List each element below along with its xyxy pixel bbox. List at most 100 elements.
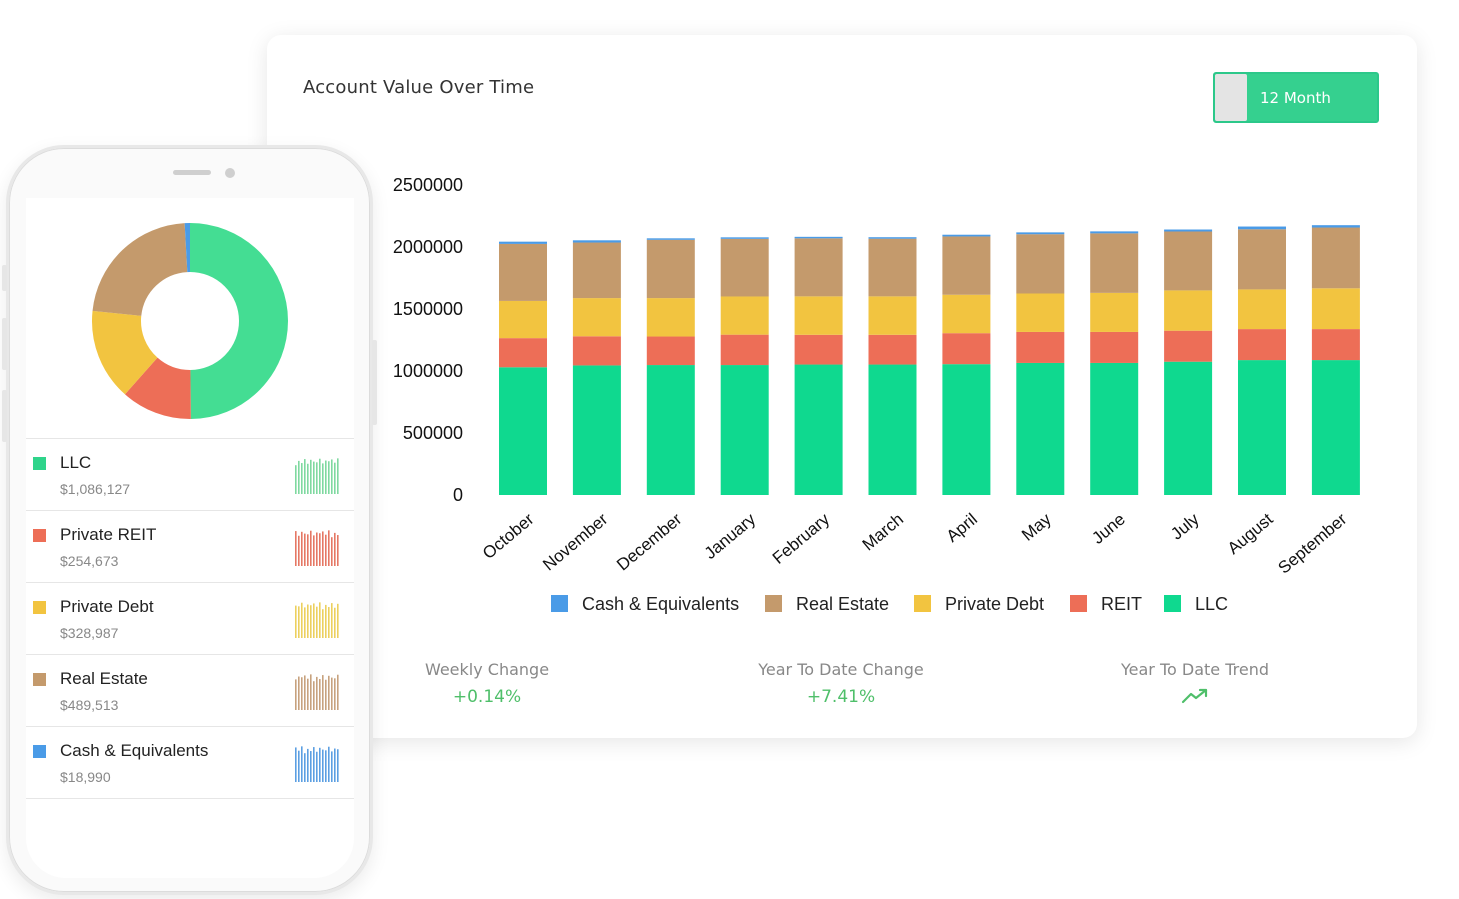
bar-segment-reit[interactable] — [646, 336, 695, 366]
sparkline-bar — [322, 609, 324, 638]
bar-segment-reit[interactable] — [1311, 329, 1360, 361]
bar-segment-real-estate[interactable] — [868, 238, 917, 297]
bar-segment-private-debt[interactable] — [868, 296, 917, 335]
llc-swatch — [33, 457, 46, 470]
bar-segment-reit[interactable] — [1238, 329, 1286, 361]
bar-segment-real-estate[interactable] — [646, 239, 695, 299]
bar-segment-cash-equivalents[interactable] — [868, 237, 917, 239]
bar-segment-llc[interactable] — [720, 365, 769, 495]
bar-segment-llc[interactable] — [868, 364, 917, 495]
bar-segment-llc[interactable] — [794, 364, 843, 495]
bar-segment-real-estate[interactable] — [1164, 231, 1213, 291]
donut-slice-llc[interactable] — [189, 223, 288, 419]
sparkline-bar — [295, 679, 297, 710]
sparkline-bar — [304, 675, 306, 710]
bar-segment-reit[interactable] — [1016, 331, 1065, 363]
bar-segment-real-estate[interactable] — [499, 243, 547, 301]
bar-segment-reit[interactable] — [1164, 330, 1213, 362]
account-amount: $254,673 — [60, 553, 119, 569]
ytd-trend-label: Year To Date Trend — [1120, 660, 1269, 679]
bar-segment-private-debt[interactable] — [794, 296, 843, 335]
bar-segment-reit[interactable] — [1090, 331, 1139, 363]
bar-segment-cash-equivalents[interactable] — [499, 241, 547, 244]
bar-segment-cash-equivalents[interactable] — [1311, 225, 1360, 228]
bar-segment-cash-equivalents[interactable] — [942, 234, 991, 237]
bar-segment-private-debt[interactable] — [1090, 292, 1139, 332]
bar-segment-cash-equivalents[interactable] — [720, 237, 769, 239]
bar-segment-real-estate[interactable] — [1090, 233, 1139, 293]
sparkline-bar — [334, 532, 336, 566]
bar-segment-real-estate[interactable] — [720, 238, 769, 297]
sparkline-bar — [310, 751, 312, 782]
range-toggle[interactable]: 12 Month — [1213, 72, 1379, 123]
sparkline-bar — [310, 459, 312, 494]
account-name: Cash & Equivalents — [60, 741, 209, 760]
bar-segment-real-estate[interactable] — [1311, 227, 1360, 289]
bar-segment-real-estate[interactable] — [572, 242, 621, 299]
bar-segment-private-debt[interactable] — [572, 298, 621, 337]
legend-label: LLC — [1195, 594, 1228, 614]
account-amount: $18,990 — [60, 769, 111, 785]
toggle-knob[interactable] — [1215, 74, 1247, 121]
bar-segment-cash-equivalents[interactable] — [1164, 229, 1213, 232]
bar-segment-private-debt[interactable] — [1238, 289, 1286, 330]
ytd-trend-stat: Year To Date Trend — [1075, 660, 1315, 710]
bar-segment-real-estate[interactable] — [794, 238, 843, 297]
bar-segment-llc[interactable] — [1311, 360, 1360, 495]
account-row-real-estate[interactable]: Real Estate $489,513 — [26, 655, 354, 727]
account-row-llc[interactable]: LLC $1,086,127 — [26, 438, 354, 511]
donut-slice-real-estate[interactable] — [92, 223, 189, 317]
sparkline-bar — [298, 676, 300, 710]
bar-segment-real-estate[interactable] — [1016, 234, 1065, 294]
sparkline-bar — [304, 459, 306, 494]
bar-segment-llc[interactable] — [1164, 361, 1213, 495]
bar-segment-llc[interactable] — [572, 365, 621, 495]
bar-segment-llc[interactable] — [499, 367, 547, 495]
bar-segment-private-debt[interactable] — [499, 300, 547, 339]
sparkline-bar — [328, 746, 330, 782]
sparkline-bar — [316, 532, 318, 566]
bar-segment-private-debt[interactable] — [720, 296, 769, 335]
donut-slice-private-debt[interactable] — [92, 310, 159, 395]
donut-slice-private-reit[interactable] — [124, 356, 192, 419]
account-row-cash[interactable]: Cash & Equivalents $18,990 — [26, 727, 354, 799]
sparkline-bar — [304, 533, 306, 566]
bar-segment-reit[interactable] — [794, 334, 843, 365]
stacked-bar-chart: 0 500000 1000000 1500000 2000000 2500000 Octob… — [393, 175, 1360, 614]
x-tick-label: April — [943, 510, 981, 546]
bar-segment-llc[interactable] — [646, 365, 695, 495]
bar-segment-cash-equivalents[interactable] — [1016, 232, 1065, 235]
bar-segment-reit[interactable] — [720, 334, 769, 366]
bar-segment-real-estate[interactable] — [942, 236, 991, 295]
sparkline-bar — [319, 679, 321, 710]
bar-segment-cash-equivalents[interactable] — [794, 236, 843, 239]
phone-camera — [225, 168, 235, 178]
bar-segment-reit[interactable] — [942, 333, 991, 365]
bar-segment-private-debt[interactable] — [1164, 290, 1213, 331]
bar-segment-private-debt[interactable] — [646, 298, 695, 337]
bar-segment-cash-equivalents[interactable] — [572, 240, 621, 243]
sparkline-bar — [322, 531, 324, 566]
x-tick-label: July — [1167, 509, 1203, 543]
bar-segment-reit[interactable] — [499, 338, 547, 368]
bar-segment-private-debt[interactable] — [942, 294, 991, 334]
bar-segment-llc[interactable] — [1238, 360, 1286, 495]
bar-segment-private-debt[interactable] — [1311, 288, 1360, 330]
weekly-change-label: Weekly Change — [424, 660, 550, 679]
bar-segment-real-estate[interactable] — [1238, 229, 1286, 290]
bar-segment-cash-equivalents[interactable] — [1238, 226, 1286, 230]
bar-segment-reit[interactable] — [572, 336, 621, 366]
phone-volume-down — [2, 390, 7, 442]
account-row-private-reit[interactable]: Private REIT $254,673 — [26, 511, 354, 583]
bar-segment-llc[interactable] — [1016, 362, 1065, 495]
bar-segment-reit[interactable] — [868, 334, 917, 365]
private-reit-sparkline — [295, 530, 339, 566]
bar-segment-llc[interactable] — [942, 364, 991, 495]
bar-segment-cash-equivalents[interactable] — [646, 238, 695, 240]
account-row-private-debt[interactable]: Private Debt $328,987 — [26, 583, 354, 655]
sparkline-bar — [316, 676, 318, 710]
bar-segment-private-debt[interactable] — [1016, 293, 1065, 332]
bar-segment-cash-equivalents[interactable] — [1090, 231, 1139, 234]
private-debt-sparkline — [295, 602, 339, 638]
bar-segment-llc[interactable] — [1090, 362, 1139, 495]
